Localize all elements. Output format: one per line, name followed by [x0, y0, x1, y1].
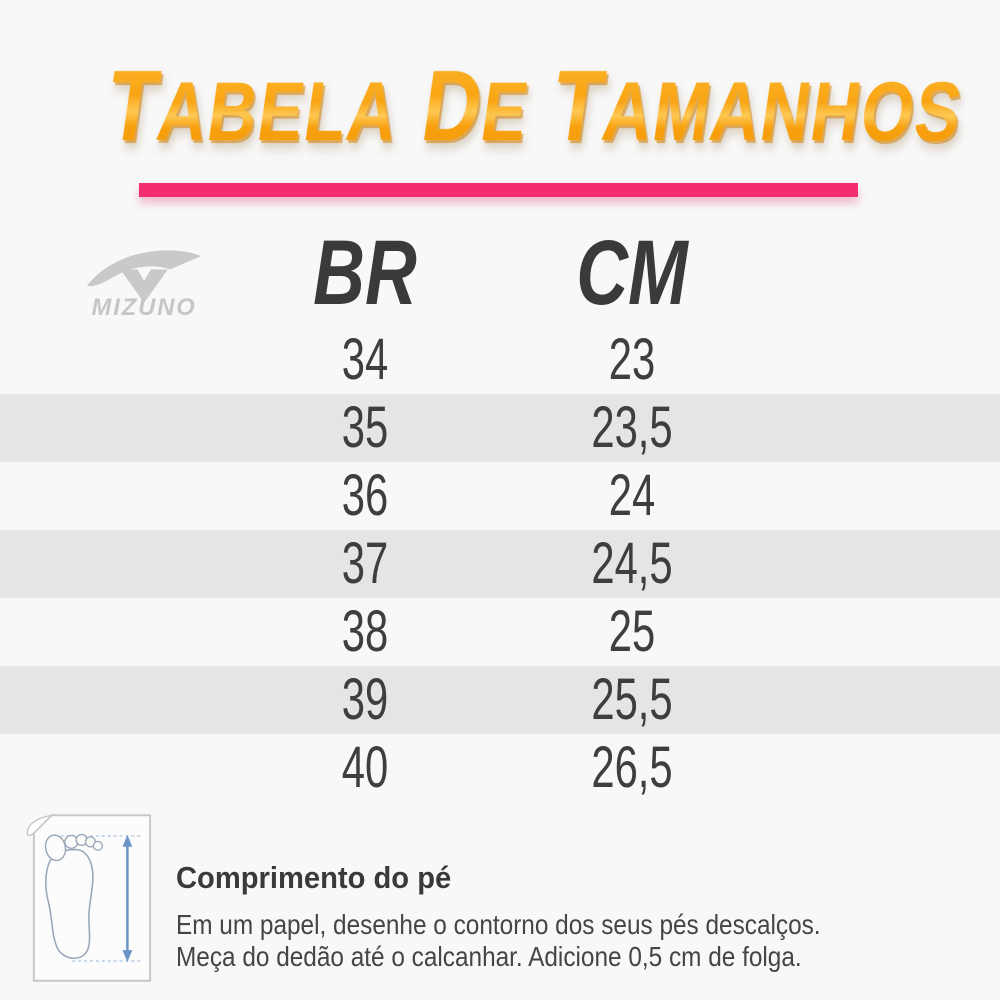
page-title: TABELA DE TAMANHOS: [92, 50, 969, 162]
table-row: 37 24,5: [0, 530, 1000, 598]
title-word: TAMANHOS: [543, 50, 971, 185]
column-header-cm: CM: [576, 222, 688, 324]
br-cell: 34: [341, 327, 389, 392]
footer-instruction-line-2: Meça do dedão até o calcanhar. Adicione …: [176, 941, 802, 972]
mizuno-wordmark: MIZUNO: [92, 294, 197, 318]
table-row: 39 25,5: [0, 666, 1000, 734]
title-word-rest: AMANHOS: [597, 64, 969, 158]
arrow-down-head: [122, 950, 133, 962]
title-word: TABELA: [98, 50, 407, 185]
size-table: 34 23 35 23,5 36 24 37 24,5 38 25 39 25,…: [0, 326, 1000, 802]
runbird-body-shape: [120, 269, 168, 303]
toe-shape: [92, 840, 103, 851]
cm-cell: 23: [608, 327, 656, 392]
cm-cell: 25,5: [591, 667, 673, 732]
paper-fold-shape: [26, 814, 54, 837]
br-cell: 37: [341, 531, 389, 596]
br-cell: 38: [341, 599, 389, 664]
table-row: 38 25: [0, 598, 1000, 666]
table-row: 34 23: [0, 326, 1000, 394]
cm-cell: 25: [608, 599, 656, 664]
cm-cell: 24: [608, 463, 656, 528]
foot-outline-shape: [45, 848, 94, 959]
br-cell: 39: [341, 667, 389, 732]
title-word-rest: ABELA: [151, 64, 405, 158]
br-cell: 35: [341, 395, 389, 460]
toe-shape: [64, 834, 79, 849]
mizuno-logo: MIZUNO: [82, 240, 210, 318]
title-word: DE: [412, 50, 537, 185]
cm-cell: 26,5: [591, 735, 673, 800]
arrow-up-head: [122, 834, 133, 847]
pink-divider: [139, 183, 858, 197]
foot-measure-svg: [26, 814, 152, 982]
cm-cell: 23,5: [591, 395, 673, 460]
runbird-wing-shape: [87, 250, 202, 287]
footer-instructions: Comprimento do pé Em um papel, desenhe o…: [176, 860, 976, 973]
column-header-br: BR: [313, 222, 417, 324]
foot-measure-icon: [25, 810, 153, 986]
table-row: 40 26,5: [0, 734, 1000, 802]
footer-heading: Comprimento do pé: [176, 860, 452, 895]
cm-cell: 24,5: [591, 531, 673, 596]
mizuno-runbird-icon: MIZUNO: [87, 250, 202, 318]
br-cell: 36: [341, 463, 389, 528]
br-cell: 40: [341, 735, 389, 800]
big-toe-shape: [44, 834, 67, 862]
footer-instruction-line-1: Em um papel, desenhe o contorno dos seus…: [176, 909, 821, 940]
table-row: 35 23,5: [0, 394, 1000, 462]
table-row: 36 24: [0, 462, 1000, 530]
